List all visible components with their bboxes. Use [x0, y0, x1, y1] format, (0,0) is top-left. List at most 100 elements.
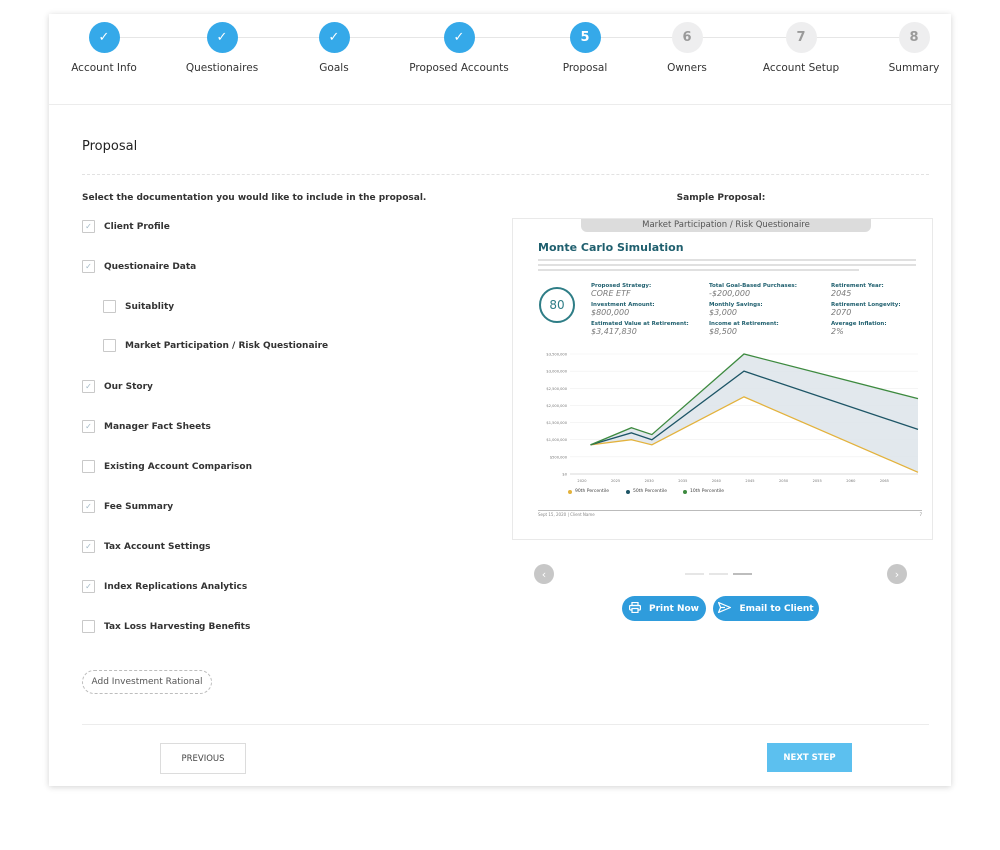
preview-title: Monte Carlo Simulation	[538, 241, 684, 254]
preview-stat-key: Proposed Strategy:	[591, 283, 652, 289]
chart-series-line	[590, 396, 919, 473]
checkbox[interactable]	[103, 300, 116, 313]
doc-option[interactable]: ✓ Questionaire Data	[82, 260, 196, 273]
doc-option-label: Manager Fact Sheets	[104, 421, 211, 432]
printer-icon	[629, 601, 642, 616]
footer-divider	[82, 724, 929, 725]
chart-band	[590, 354, 918, 473]
checkbox[interactable]	[82, 460, 95, 473]
chart-x-tick: 2050	[779, 479, 789, 483]
step-5[interactable]: 5 Proposal	[525, 22, 645, 74]
instructions-text: Select the documentation you would like …	[82, 193, 427, 203]
step-label: Account Info	[71, 62, 137, 74]
step-number: 6	[671, 22, 703, 53]
preview-stat-key: Retirement Longevity:	[831, 302, 901, 308]
carousel-indicator	[685, 573, 757, 575]
email-to-client-button[interactable]: Email to Client	[713, 596, 819, 621]
preview-stat-value: $8,500	[709, 327, 737, 336]
chart-x-tick: 2035	[678, 479, 687, 483]
doc-option-label: Tax Account Settings	[104, 541, 211, 552]
preview-stat: Proposed Strategy: CORE ETF	[591, 283, 651, 298]
legend-swatch	[626, 489, 630, 494]
step-label: Summary	[888, 62, 940, 74]
step-8[interactable]: 8 Summary	[854, 22, 974, 74]
step-4[interactable]: ✓ Proposed Accounts	[399, 22, 519, 74]
doc-option-label: Client Profile	[104, 221, 170, 232]
doc-option[interactable]: ✓ Client Profile	[82, 220, 170, 233]
preview-stat-key: Retirement Year:	[831, 283, 884, 289]
chart-y-tick: $2,000,000	[546, 404, 567, 408]
chart-legend-item: 90th Percentile	[568, 489, 609, 494]
wizard-card: ✓ Account Info ✓ Questionaires ✓ Goals ✓ Propos…	[49, 14, 951, 786]
preview-stat: Total Goal-Based Purchases: -$200,000	[709, 283, 797, 298]
step-label: Account Setup	[762, 62, 840, 74]
preview-stat: Retirement Longevity: 2070	[831, 302, 901, 317]
doc-option-label: Our Story	[104, 381, 153, 392]
carousel-dot[interactable]	[709, 573, 728, 575]
preview-stat-value: CORE ETF	[591, 289, 631, 298]
doc-option[interactable]: Market Participation / Risk Questionaire	[103, 339, 328, 352]
doc-option[interactable]: ✓ Index Replications Analytics	[82, 580, 247, 593]
step-number: 8	[898, 22, 930, 53]
checkbox[interactable]	[103, 339, 116, 352]
chart-x-tick: 2045	[745, 479, 754, 483]
probability-badge: 80	[539, 287, 575, 323]
previous-button[interactable]: PREVIOUS	[160, 743, 246, 774]
legend-label: 50th Percentile	[633, 489, 667, 494]
checkbox-checked[interactable]: ✓	[82, 580, 95, 593]
carousel-dot[interactable]	[685, 573, 704, 575]
doc-option[interactable]: Existing Account Comparison	[82, 460, 252, 473]
preview-stat: Retirement Year: 2045	[831, 283, 884, 298]
checkbox-checked[interactable]: ✓	[82, 500, 95, 513]
carousel-prev-button[interactable]: ‹	[534, 564, 554, 584]
preview-stat-key: Monthly Savings:	[709, 302, 763, 308]
chart-y-tick: $1,500,000	[546, 421, 567, 425]
step-label: Owners	[667, 62, 707, 74]
preview-footer: Sept 15, 2020 | Client Name 7	[538, 510, 922, 517]
step-label: Proposal	[562, 62, 608, 74]
email-to-client-label: Email to Client	[739, 603, 814, 614]
preview-stat-value: 2%	[831, 327, 844, 336]
preview-stat-key: Total Goal-Based Purchases:	[709, 283, 797, 289]
doc-option[interactable]: Tax Loss Harvesting Benefits	[82, 620, 250, 633]
step-number: 7	[785, 22, 817, 53]
carousel-dot-active[interactable]	[733, 573, 752, 575]
chart-y-tick: $2,500,000	[546, 387, 567, 391]
step-2[interactable]: ✓ Questionaires	[162, 22, 282, 74]
checkbox-checked[interactable]: ✓	[82, 420, 95, 433]
preview-tab: Market Participation / Risk Questionaire	[581, 219, 871, 232]
checkbox-checked[interactable]: ✓	[82, 380, 95, 393]
preview-stat-value: $800,000	[591, 308, 630, 317]
legend-swatch	[568, 489, 572, 494]
doc-option[interactable]: ✓ Our Story	[82, 380, 153, 393]
next-step-button[interactable]: NEXT STEP	[767, 743, 852, 772]
chart-series-line	[590, 370, 919, 446]
carousel-next-button[interactable]: ›	[887, 564, 907, 584]
preview-body-text	[538, 259, 916, 275]
step-3[interactable]: ✓ Goals	[274, 22, 394, 74]
send-icon	[718, 601, 732, 616]
step-6[interactable]: 6 Owners	[627, 22, 747, 74]
preview-stat-key: Estimated Value at Retirement:	[591, 321, 689, 327]
step-1[interactable]: ✓ Account Info	[44, 22, 164, 74]
preview-footer-left: Sept 15, 2020 | Client Name	[538, 512, 595, 517]
doc-option[interactable]: Suitablity	[103, 300, 174, 313]
checkbox-checked[interactable]: ✓	[82, 260, 95, 273]
chart-x-tick: 2025	[611, 479, 620, 483]
title-divider	[82, 174, 929, 175]
doc-option[interactable]: ✓ Tax Account Settings	[82, 540, 211, 553]
legend-label: 10th Percentile	[690, 489, 724, 494]
doc-option[interactable]: ✓ Fee Summary	[82, 500, 173, 513]
checkbox-checked[interactable]: ✓	[82, 540, 95, 553]
chart-y-tick: $500,000	[550, 455, 568, 459]
step-7[interactable]: 7 Account Setup	[741, 22, 861, 74]
preview-stat-key: Average Inflation:	[831, 321, 887, 327]
preview-stat-value: -$200,000	[709, 289, 751, 298]
checkbox[interactable]	[82, 620, 95, 633]
print-now-button[interactable]: Print Now	[622, 596, 706, 621]
checkbox-checked[interactable]: ✓	[82, 220, 95, 233]
chart-y-tick: $3,000,000	[546, 370, 567, 374]
preview-stat: Investment Amount: $800,000	[591, 302, 655, 317]
add-investment-rational-button[interactable]: Add Investment Rational	[82, 670, 212, 694]
doc-option[interactable]: ✓ Manager Fact Sheets	[82, 420, 211, 433]
